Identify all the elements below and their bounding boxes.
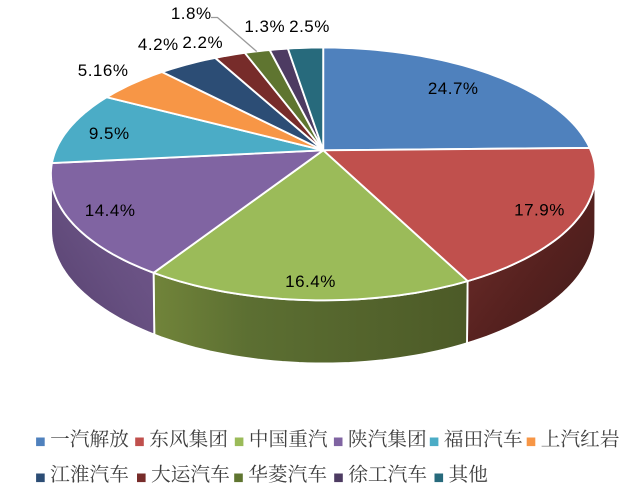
svg-text:4.2%: 4.2% — [138, 35, 179, 54]
svg-text:1.8%: 1.8% — [171, 4, 212, 23]
svg-text:1.3%: 1.3% — [244, 17, 285, 36]
svg-text:14.4%: 14.4% — [85, 201, 136, 220]
svg-text:9.5%: 9.5% — [89, 124, 130, 143]
svg-text:2.5%: 2.5% — [289, 17, 330, 36]
svg-text:5.16%: 5.16% — [78, 61, 129, 80]
svg-text:17.9%: 17.9% — [514, 200, 565, 219]
svg-text:24.7%: 24.7% — [428, 79, 479, 98]
svg-text:2.2%: 2.2% — [182, 33, 223, 52]
svg-text:16.4%: 16.4% — [285, 272, 336, 291]
